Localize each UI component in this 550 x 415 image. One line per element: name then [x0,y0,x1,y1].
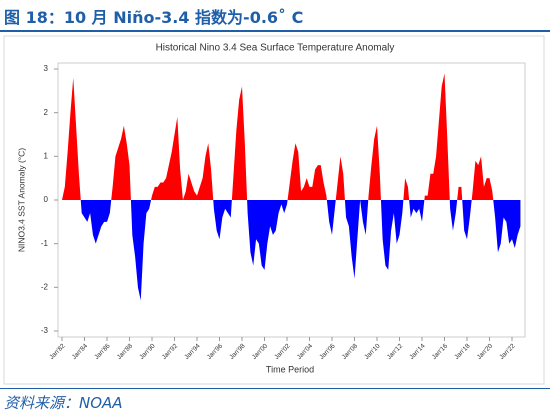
y-tick-label: 2 [44,108,49,117]
area-negative [62,200,521,301]
y-tick-label: 0 [44,195,49,204]
y-tick-label: -2 [41,282,49,291]
area-positive [62,73,521,200]
y-tick-label: 3 [44,64,49,73]
y-tick-label: -1 [41,239,49,248]
x-axis-label: Time Period [266,364,314,374]
figure-title: 图 18：10 月 Niño-3.4 指数为-0.6˚ C [4,8,304,27]
rule [0,30,550,32]
source: 资料来源：NOAA [4,394,123,412]
y-tick-label: -3 [41,326,49,335]
rule [0,388,550,389]
y-axis-label: NINO3.4 SST Anomaly (°C) [16,148,26,252]
chart-title: Historical Nino 3.4 Sea Surface Temperat… [156,43,395,54]
y-tick-label: 1 [44,151,49,160]
